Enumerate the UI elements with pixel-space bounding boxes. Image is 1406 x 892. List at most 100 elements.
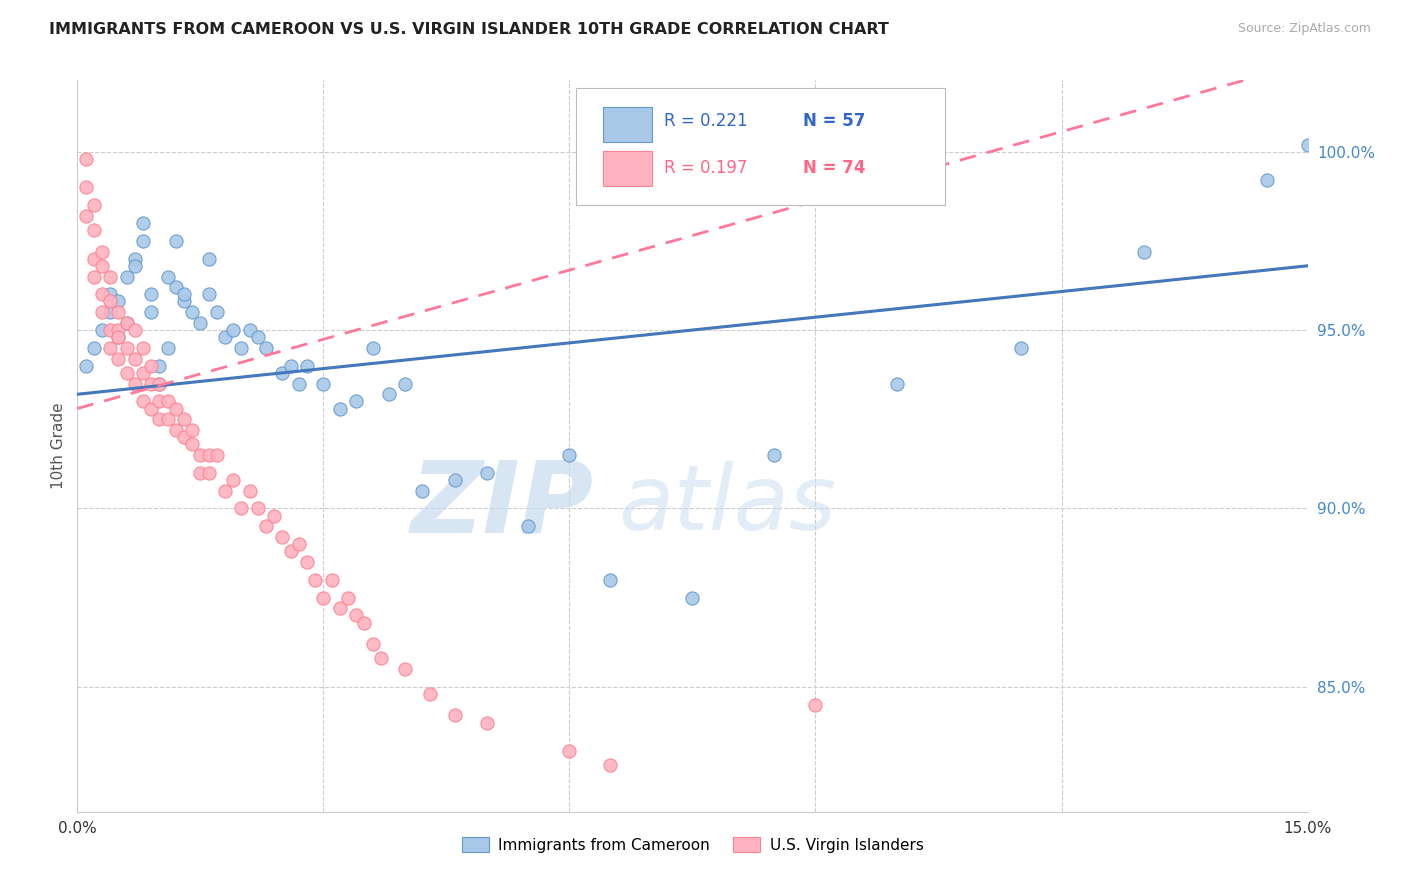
Point: [141, 359, 163, 373]
Point: [156, 394, 179, 409]
Point: [1132, 244, 1154, 259]
Point: [124, 351, 146, 366]
Text: IMMIGRANTS FROM CAMEROON VS U.S. VIRGIN ISLANDER 10TH GRADE CORRELATION CHART: IMMIGRANTS FROM CAMEROON VS U.S. VIRGIN …: [49, 22, 889, 37]
Point: [263, 508, 285, 523]
Point: [419, 687, 441, 701]
Point: [271, 366, 294, 380]
Point: [411, 483, 433, 498]
Point: [394, 376, 416, 391]
Point: [254, 519, 277, 533]
Point: [107, 351, 129, 366]
Point: [337, 591, 360, 605]
Point: [156, 412, 179, 426]
Point: [165, 423, 187, 437]
Point: [197, 466, 219, 480]
Point: [1296, 137, 1319, 152]
Point: [558, 448, 581, 462]
Point: [98, 305, 121, 319]
Y-axis label: 10th Grade: 10th Grade: [51, 402, 66, 490]
Point: [165, 280, 187, 294]
Point: [107, 323, 129, 337]
Point: [148, 412, 170, 426]
Point: [599, 758, 621, 772]
Point: [181, 437, 204, 451]
Point: [886, 376, 908, 391]
Point: [295, 555, 318, 569]
Point: [132, 394, 155, 409]
Point: [682, 591, 704, 605]
Point: [124, 323, 146, 337]
Point: [98, 287, 121, 301]
Point: [361, 637, 384, 651]
Point: [107, 330, 129, 344]
Point: [148, 376, 170, 391]
Point: [804, 698, 827, 712]
Point: [132, 234, 155, 248]
Point: [254, 341, 277, 355]
Point: [304, 573, 326, 587]
Point: [288, 537, 311, 551]
Point: [370, 651, 392, 665]
Point: [98, 323, 121, 337]
Point: [141, 287, 163, 301]
Point: [599, 573, 621, 587]
Point: [90, 259, 114, 273]
Point: [115, 269, 138, 284]
Point: [90, 323, 114, 337]
Point: [378, 387, 401, 401]
Text: atlas: atlas: [619, 460, 837, 549]
Point: [361, 341, 384, 355]
Point: [165, 234, 187, 248]
FancyBboxPatch shape: [575, 87, 945, 204]
Text: R = 0.197: R = 0.197: [664, 159, 748, 177]
Text: N = 74: N = 74: [803, 159, 866, 177]
Point: [90, 287, 114, 301]
Point: [188, 466, 212, 480]
Point: [156, 269, 179, 284]
Point: [156, 341, 179, 355]
Point: [115, 316, 138, 330]
FancyBboxPatch shape: [603, 107, 652, 143]
Text: ZIP: ZIP: [411, 456, 595, 553]
Point: [83, 341, 105, 355]
Point: [205, 305, 228, 319]
Point: [124, 252, 146, 266]
Point: [239, 483, 262, 498]
Point: [107, 305, 129, 319]
Point: [239, 323, 262, 337]
Point: [443, 473, 465, 487]
Point: [132, 366, 155, 380]
Point: [148, 376, 170, 391]
Point: [107, 294, 129, 309]
Point: [132, 341, 155, 355]
Point: [90, 244, 114, 259]
Point: [124, 259, 146, 273]
Point: [83, 198, 105, 212]
Point: [477, 466, 499, 480]
Point: [107, 330, 129, 344]
Point: [75, 180, 97, 194]
Point: [231, 501, 253, 516]
Point: [517, 519, 540, 533]
Point: [443, 708, 465, 723]
Point: [197, 448, 219, 462]
Point: [246, 330, 269, 344]
Point: [231, 341, 253, 355]
Point: [98, 294, 121, 309]
Point: [173, 430, 195, 444]
Point: [353, 615, 375, 630]
Point: [312, 376, 335, 391]
Point: [288, 376, 311, 391]
Point: [280, 359, 302, 373]
Point: [344, 394, 367, 409]
Point: [1010, 341, 1032, 355]
Point: [148, 359, 170, 373]
Point: [329, 601, 352, 615]
Point: [329, 401, 352, 416]
Point: [188, 316, 212, 330]
Point: [132, 216, 155, 230]
Point: [280, 544, 302, 558]
Point: [1256, 173, 1278, 187]
Point: [173, 412, 195, 426]
Point: [115, 341, 138, 355]
